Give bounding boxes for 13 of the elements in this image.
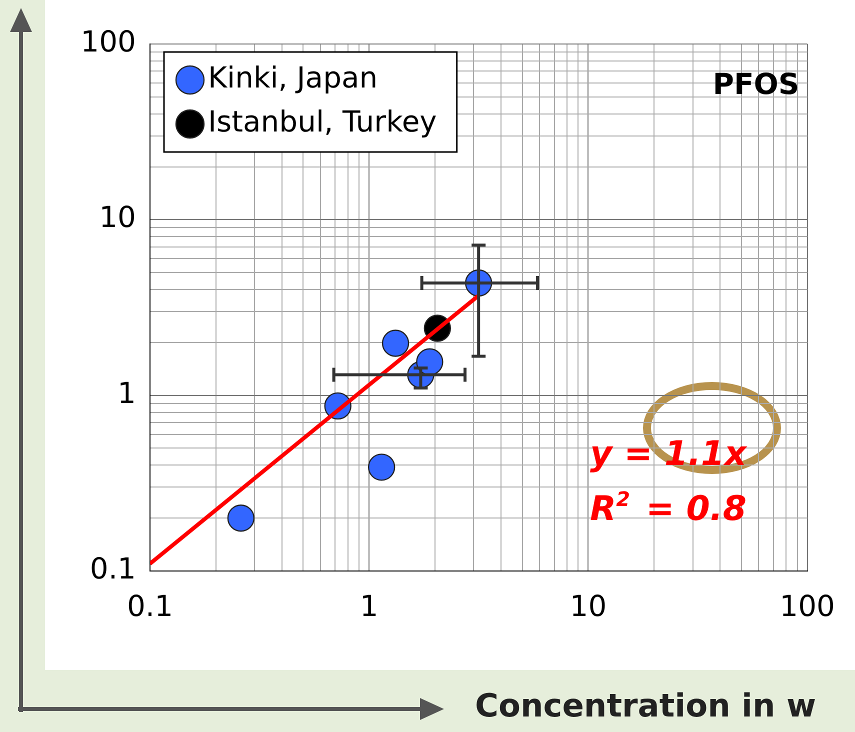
legend-label: Istanbul, Turkey — [208, 104, 437, 139]
x-axis-title: Concentration in w — [475, 686, 816, 724]
x-tick-label: 10 — [570, 588, 607, 623]
y-tick-label: 100 — [80, 24, 136, 59]
y-tick-label: 1 — [118, 376, 136, 410]
legend-label: Kinki, Japan — [208, 60, 378, 95]
x-tick-label: 1 — [360, 588, 378, 623]
annotation: y = 1.1x — [590, 434, 748, 474]
x-tick-label: 100 — [780, 588, 836, 623]
y-tick-label: 10 — [99, 200, 136, 234]
y-tick-label: 0.1 — [90, 552, 136, 586]
annotation: PFOS — [712, 67, 800, 101]
x-tick-label: 0.1 — [126, 588, 174, 623]
